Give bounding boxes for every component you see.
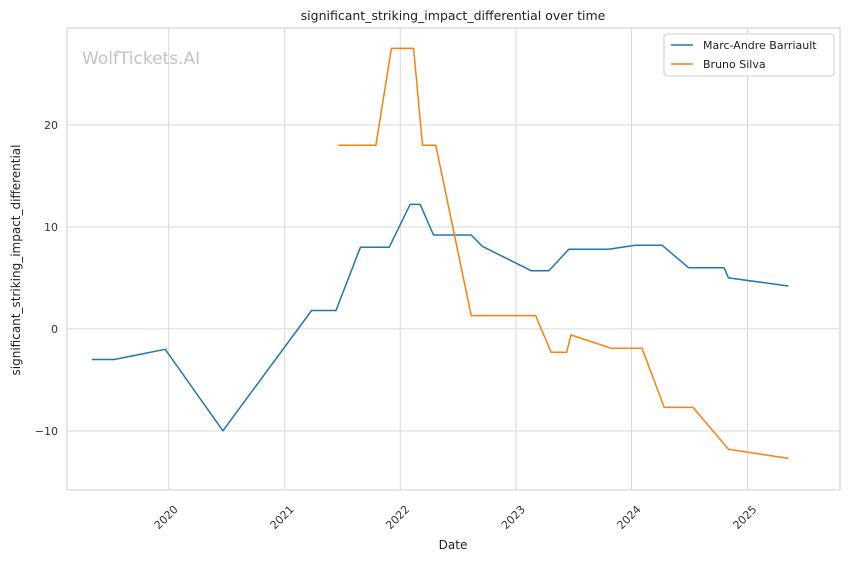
y-tick-label--10: −10 xyxy=(35,425,58,438)
series-layer xyxy=(92,47,789,460)
x-tick-label-2023: 2023 xyxy=(499,503,528,532)
y-tick-label-0: 0 xyxy=(51,323,58,336)
x-tick-label-2020: 2020 xyxy=(152,503,181,532)
x-axis-label: Date xyxy=(439,538,468,552)
x-tick-label-2022: 2022 xyxy=(383,503,412,532)
x-tick-label-2025: 2025 xyxy=(731,503,760,532)
plot-area xyxy=(66,27,841,491)
series-line-bruno-silva xyxy=(338,47,789,460)
series-line-marc-andre-barriault xyxy=(92,203,789,432)
x-tick-label-2024: 2024 xyxy=(615,503,644,532)
y-tick-label-20: 20 xyxy=(44,119,58,132)
legend-label-marc-andre-barriault: Marc-Andre Barriault xyxy=(703,39,817,52)
y-axis-label: significant_striking_impact_differential xyxy=(9,145,23,376)
watermark: WolfTickets.AI xyxy=(82,49,200,69)
legend-box xyxy=(663,33,835,77)
legend-label-bruno-silva: Bruno Silva xyxy=(703,58,766,71)
chart-title: significant_striking_impact_differential… xyxy=(301,8,606,23)
x-tick-label-2021: 2021 xyxy=(268,503,297,532)
y-tick-label-10: 10 xyxy=(44,221,58,234)
legend: Marc-Andre Barriault Bruno Silva xyxy=(663,33,835,77)
